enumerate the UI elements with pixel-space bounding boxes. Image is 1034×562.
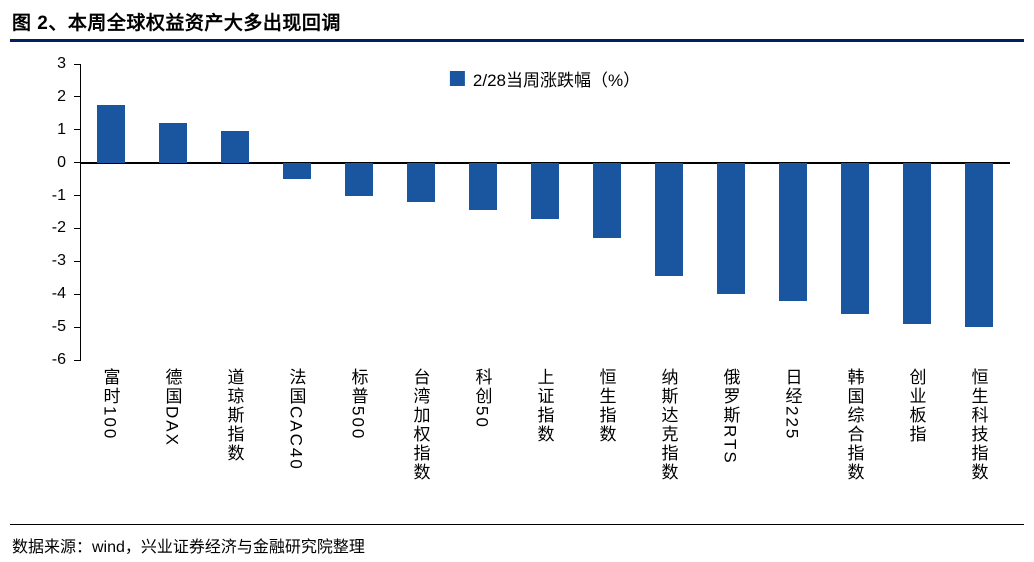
chart-title: 图 2、本周全球权益资产大多出现回调 (12, 13, 341, 34)
y-tick-label: -4 (51, 285, 66, 303)
y-tick-label: -1 (51, 186, 66, 204)
bar (903, 162, 931, 324)
y-tick-mark (74, 326, 80, 328)
y-tick-mark (74, 227, 80, 229)
y-axis-line (80, 64, 81, 361)
y-tick-label: 0 (57, 153, 66, 171)
y-tick-mark (74, 293, 80, 295)
bar (531, 162, 559, 219)
bar (655, 162, 683, 277)
y-tick-mark (74, 162, 80, 164)
y-tick-label: 3 (57, 55, 66, 72)
x-axis-label: 道琼斯指数 (224, 368, 244, 463)
x-axis-labels: 富时100 德国DAX 道琼斯指数 法国CAC40 标普500 台湾加权指数 科创50 上证指… (80, 368, 1010, 518)
y-tick-mark (74, 96, 80, 98)
legend-label: 2/28当周涨跌幅（%） (472, 71, 641, 90)
source-note: 数据来源：wind，兴业证券经济与金融研究院整理 (12, 539, 365, 556)
y-tick-label: -3 (51, 252, 66, 270)
y-tick-label: 1 (57, 120, 66, 138)
bar (159, 123, 187, 163)
y-tick-mark (74, 260, 80, 262)
title-divider (10, 39, 1024, 42)
y-tick-mark (74, 63, 80, 65)
x-axis-label: 创业板指 (906, 368, 926, 444)
footer-divider (10, 524, 1024, 525)
x-axis-label: 标普500 (348, 368, 368, 441)
y-tick-label: -5 (51, 318, 66, 336)
x-axis-label: 恒生指数 (596, 368, 616, 444)
x-axis-label: 上证指数 (534, 368, 554, 444)
bar (965, 162, 993, 328)
y-tick-label: -2 (51, 219, 66, 237)
bar (97, 105, 125, 163)
y-tick-label: -6 (51, 351, 66, 368)
y-tick-mark (74, 129, 80, 131)
x-axis-label: 台湾加权指数 (410, 368, 430, 482)
x-axis-label: 德国DAX (162, 368, 182, 447)
bar (283, 162, 311, 180)
legend: 2/28当周涨跌幅（%） (449, 66, 641, 91)
x-axis-label: 富时100 (100, 368, 120, 441)
y-tick-mark (74, 359, 80, 361)
x-axis-label: 恒生科技指数 (968, 368, 988, 482)
x-axis-label: 韩国综合指数 (844, 368, 864, 482)
bar (593, 162, 621, 239)
bar (717, 162, 745, 295)
x-axis-label: 俄罗斯RTS (720, 368, 740, 465)
x-axis-label: 法国CAC40 (286, 368, 306, 471)
x-axis-label: 纳斯达克指数 (658, 368, 678, 482)
bar (469, 162, 497, 211)
bar (221, 131, 249, 163)
plot-area: 2/28当周涨跌幅（%） (80, 64, 1010, 360)
bar (407, 162, 435, 203)
x-axis-label: 日经225 (782, 368, 802, 441)
y-axis: 3 2 1 0 -1 -2 -3 -4 -5 -6 (0, 55, 80, 368)
y-tick-mark (74, 195, 80, 197)
y-tick-label: 2 (57, 87, 66, 105)
bar (841, 162, 869, 314)
legend-swatch (449, 71, 465, 86)
x-axis-label: 科创50 (472, 368, 492, 429)
bar (345, 162, 373, 196)
bar (779, 162, 807, 301)
